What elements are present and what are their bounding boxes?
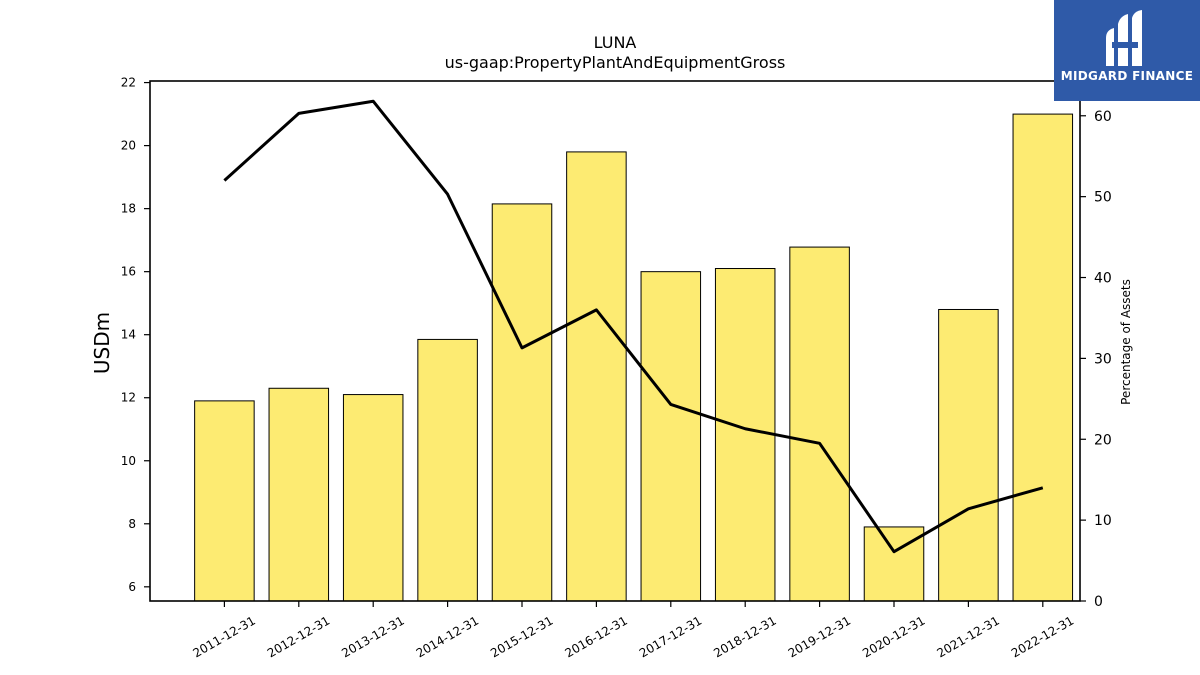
y-tick-label: 12 xyxy=(121,391,136,405)
x-tick-label: 2016-12-31 xyxy=(562,613,629,660)
bar xyxy=(938,308,999,602)
x-tick-label: 2021-12-31 xyxy=(934,613,1001,660)
y2-tick-label: 40 xyxy=(1094,271,1112,287)
bar xyxy=(194,400,255,602)
bar xyxy=(640,271,702,602)
x-tick-label: 2014-12-31 xyxy=(414,613,481,660)
chart-subtitle: us-gaap:PropertyPlantAndEquipmentGross xyxy=(445,53,786,72)
x-tick-label: 2022-12-31 xyxy=(1009,613,1076,660)
bar xyxy=(417,338,478,602)
y-tick-label: 22 xyxy=(121,76,136,90)
bar xyxy=(491,203,553,602)
x-tick-label: 2019-12-31 xyxy=(786,613,853,660)
midgard-logo-icon xyxy=(1106,10,1142,66)
y2-tick-label: 30 xyxy=(1094,351,1112,367)
y2-tick-label: 60 xyxy=(1094,109,1112,125)
x-tick-label: 2020-12-31 xyxy=(860,613,927,660)
bar xyxy=(714,268,776,602)
midgard-finance-logo: MIDGARD FINANCE xyxy=(1054,0,1200,101)
y2-tick-label: 20 xyxy=(1094,432,1112,448)
y-tick-label: 8 xyxy=(128,517,136,531)
line-layer xyxy=(223,99,1044,554)
plot-frame xyxy=(149,80,1081,602)
y-tick-label: 6 xyxy=(128,580,136,594)
y-tick-label: 16 xyxy=(121,265,136,279)
chart-title: LUNA xyxy=(594,33,637,52)
x-tick-label: 2013-12-31 xyxy=(339,613,406,660)
bar xyxy=(1012,113,1074,602)
bar xyxy=(342,394,404,602)
y-axis-label: USDm xyxy=(90,312,114,374)
y2-tick-label: 50 xyxy=(1094,190,1112,206)
bar xyxy=(268,387,330,602)
y-tick-label: 20 xyxy=(121,139,136,153)
bars-group xyxy=(194,113,1074,602)
y2-tick-label: 0 xyxy=(1094,594,1103,610)
y-tick-label: 10 xyxy=(121,454,136,468)
logo-text: MIDGARD FINANCE xyxy=(1060,69,1194,83)
x-tick-label: 2018-12-31 xyxy=(711,613,778,660)
y-tick-label: 14 xyxy=(121,328,136,342)
series-line xyxy=(223,99,1044,554)
x-tick-label: 2012-12-31 xyxy=(265,613,332,660)
x-tick-label: 2017-12-31 xyxy=(637,613,704,660)
y-tick-label: 18 xyxy=(121,202,136,216)
x-tick-label: 2015-12-31 xyxy=(488,613,555,660)
y2-axis-label: Percentage of Assets xyxy=(1119,279,1133,405)
bar xyxy=(566,151,627,602)
x-tick-label: 2011-12-31 xyxy=(190,613,257,660)
y2-tick-label: 10 xyxy=(1094,513,1112,529)
bar xyxy=(789,246,850,602)
